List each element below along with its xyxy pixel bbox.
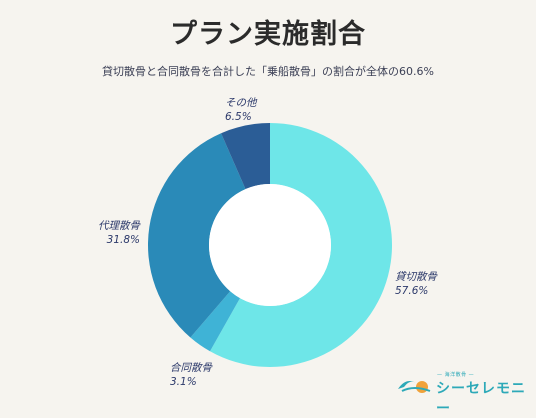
- donut-hole: [209, 184, 331, 306]
- slice-1: [190, 291, 241, 352]
- donut-chart: 貸切散骨 57.6% 合同散骨 3.1% 代理散骨 31.8% その他 6.5%: [98, 97, 438, 388]
- slice-name-label: 合同散骨: [170, 362, 213, 374]
- slice-value-label: 57.6%: [395, 285, 428, 297]
- slice-0: [210, 123, 392, 367]
- chart-subtitle: 貸切散骨と合同散骨を合計した「乗船散骨」の割合が全体の60.6%: [102, 65, 434, 78]
- slice-3: [221, 123, 270, 190]
- slice-2: [148, 133, 246, 338]
- slice-value-label: 3.1%: [170, 376, 197, 388]
- slice-value-label: 6.5%: [225, 111, 252, 123]
- logo-text: シーセレモニー: [436, 381, 526, 417]
- logo-tagline: — 海洋散骨 —: [437, 372, 475, 378]
- logo-wave-icon: [398, 381, 431, 393]
- slice-name-label: その他: [225, 97, 258, 109]
- slice-value-label: 31.8%: [107, 234, 140, 246]
- slice-name-label: 貸切散骨: [395, 271, 438, 283]
- chart-title: プラン実施割合: [170, 19, 366, 50]
- slice-name-label: 代理散骨: [98, 220, 141, 232]
